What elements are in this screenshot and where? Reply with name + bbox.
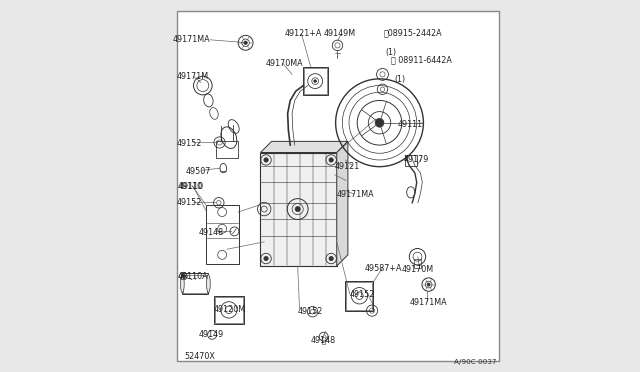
Text: 49171MA: 49171MA bbox=[410, 298, 447, 307]
Circle shape bbox=[427, 283, 430, 286]
Circle shape bbox=[314, 80, 317, 83]
Text: 49121+A: 49121+A bbox=[285, 29, 322, 38]
Text: 49152: 49152 bbox=[349, 290, 375, 299]
Bar bbox=[184, 275, 207, 293]
Text: 52470X: 52470X bbox=[184, 352, 215, 361]
Text: A/90C 0037: A/90C 0037 bbox=[454, 359, 497, 365]
Bar bbox=[303, 68, 326, 94]
Text: Ⓝ 08911-6442A: Ⓝ 08911-6442A bbox=[390, 55, 452, 64]
Text: (1): (1) bbox=[385, 48, 396, 57]
Text: 49171MA: 49171MA bbox=[173, 35, 211, 44]
Circle shape bbox=[295, 206, 300, 212]
Text: 49587+A: 49587+A bbox=[365, 264, 402, 273]
Ellipse shape bbox=[180, 275, 184, 293]
Text: 49171MA: 49171MA bbox=[337, 190, 374, 199]
Polygon shape bbox=[260, 153, 337, 266]
Text: 49170MA: 49170MA bbox=[266, 59, 304, 68]
Text: 49149M: 49149M bbox=[324, 29, 356, 38]
Ellipse shape bbox=[207, 275, 211, 293]
Bar bbox=[182, 273, 209, 294]
Polygon shape bbox=[260, 141, 348, 153]
Bar bbox=[346, 282, 372, 310]
Bar bbox=[303, 67, 328, 95]
Text: 49110: 49110 bbox=[178, 182, 203, 190]
Bar bbox=[177, 11, 499, 361]
Bar bbox=[215, 297, 243, 323]
Bar bbox=[405, 155, 417, 166]
Text: 49149: 49149 bbox=[199, 330, 225, 339]
Circle shape bbox=[264, 256, 268, 261]
Text: 49152: 49152 bbox=[177, 198, 202, 207]
Bar bbox=[322, 337, 325, 344]
Bar bbox=[214, 296, 244, 324]
Bar bbox=[346, 281, 373, 311]
Bar bbox=[216, 141, 238, 158]
Text: 49507: 49507 bbox=[186, 167, 211, 176]
Circle shape bbox=[375, 118, 384, 127]
Circle shape bbox=[182, 274, 186, 278]
Text: 49170M: 49170M bbox=[402, 265, 434, 274]
Text: 49148: 49148 bbox=[310, 336, 336, 344]
Text: (1): (1) bbox=[394, 75, 406, 84]
Circle shape bbox=[244, 41, 248, 45]
Text: 49111: 49111 bbox=[398, 120, 423, 129]
Text: 49110A: 49110A bbox=[178, 272, 209, 280]
Polygon shape bbox=[337, 141, 348, 266]
Text: 49121: 49121 bbox=[335, 162, 360, 171]
Text: Ⓦ08915-2442A: Ⓦ08915-2442A bbox=[383, 28, 442, 37]
Text: 49110: 49110 bbox=[179, 182, 204, 190]
Text: 49152: 49152 bbox=[298, 307, 323, 316]
Circle shape bbox=[264, 158, 268, 162]
Text: 49171M: 49171M bbox=[177, 72, 209, 81]
Text: 49152: 49152 bbox=[177, 139, 202, 148]
Circle shape bbox=[329, 158, 333, 162]
Text: 49179: 49179 bbox=[404, 155, 429, 164]
Bar bbox=[414, 259, 421, 268]
Text: 49148: 49148 bbox=[199, 228, 224, 237]
Text: 49120M: 49120M bbox=[214, 305, 246, 314]
Circle shape bbox=[329, 256, 333, 261]
Bar bbox=[206, 205, 239, 264]
